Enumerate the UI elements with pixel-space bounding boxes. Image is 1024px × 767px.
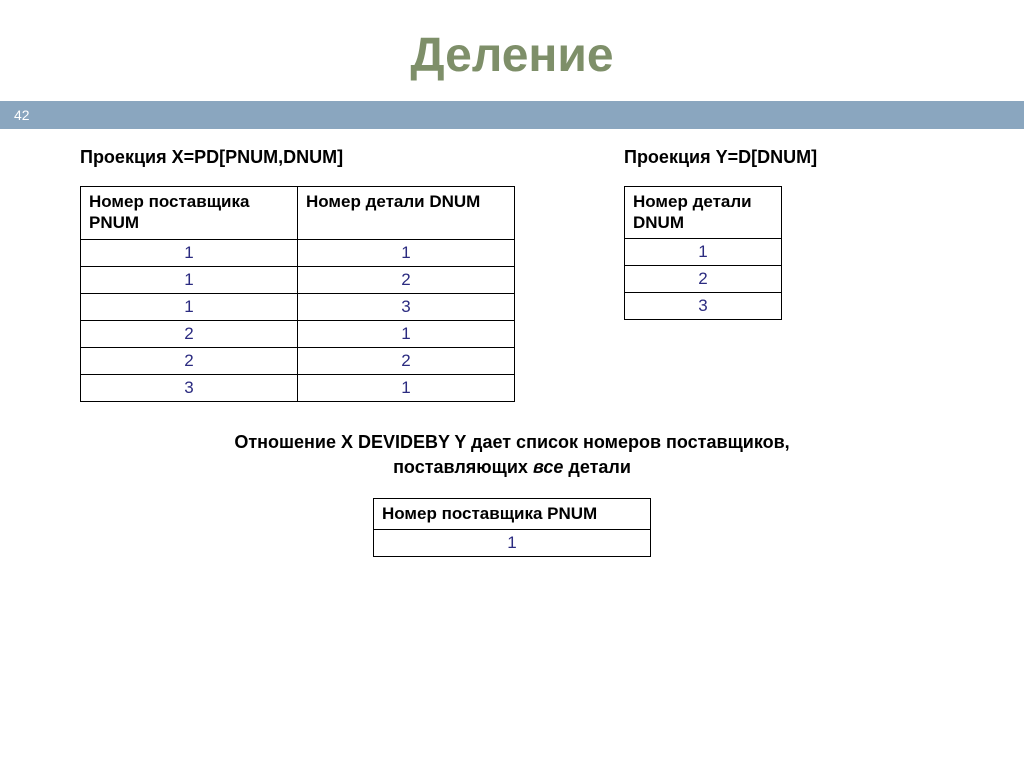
projection-x-caption: Проекция X=PD[PNUM,DNUM] — [80, 147, 540, 168]
table-row: 12 — [81, 267, 515, 294]
slide-title: Деление — [0, 0, 1024, 101]
projection-x-block: Проекция X=PD[PNUM,DNUM] Номер поставщик… — [80, 147, 540, 402]
statement-line2b: детали — [563, 457, 631, 477]
table-row: 11 — [81, 240, 515, 267]
projection-y-block: Проекция Y=D[DNUM] Номер детали DNUM 1 2… — [624, 147, 924, 320]
projection-y-caption: Проекция Y=D[DNUM] — [624, 147, 924, 168]
table-row: 21 — [81, 321, 515, 348]
statement-line2a: поставляющих — [393, 457, 533, 477]
projection-x-table: Номер поставщика PNUM Номер детали DNUM … — [80, 186, 515, 402]
table-row: 2 — [625, 265, 782, 292]
col-header-dnum: Номер детали DNUM — [625, 187, 782, 239]
page-number-badge: 42 — [0, 101, 1024, 129]
table-row: 31 — [81, 375, 515, 402]
content-area: Проекция X=PD[PNUM,DNUM] Номер поставщик… — [0, 129, 1024, 557]
statement-line1: Отношение X DEVIDEBY Y дает список номер… — [234, 432, 789, 452]
table-header-row: Номер поставщика PNUM — [374, 499, 651, 529]
col-header-pnum: Номер поставщика PNUM — [81, 187, 298, 240]
accent-bar: 42 — [0, 101, 1024, 129]
col-header-pnum: Номер поставщика PNUM — [374, 499, 651, 529]
table-row: 1 — [374, 529, 651, 556]
projection-y-table: Номер детали DNUM 1 2 3 — [624, 186, 782, 320]
table-row: 22 — [81, 348, 515, 375]
table-header-row: Номер детали DNUM — [625, 187, 782, 239]
table-row: 13 — [81, 294, 515, 321]
table-header-row: Номер поставщика PNUM Номер детали DNUM — [81, 187, 515, 240]
col-header-dnum: Номер детали DNUM — [298, 187, 515, 240]
table-row: 1 — [625, 238, 782, 265]
statement-italic-word: все — [533, 457, 563, 477]
result-table: Номер поставщика PNUM 1 — [373, 498, 651, 556]
table-row: 3 — [625, 292, 782, 319]
relation-statement: Отношение X DEVIDEBY Y дает список номер… — [40, 430, 984, 480]
